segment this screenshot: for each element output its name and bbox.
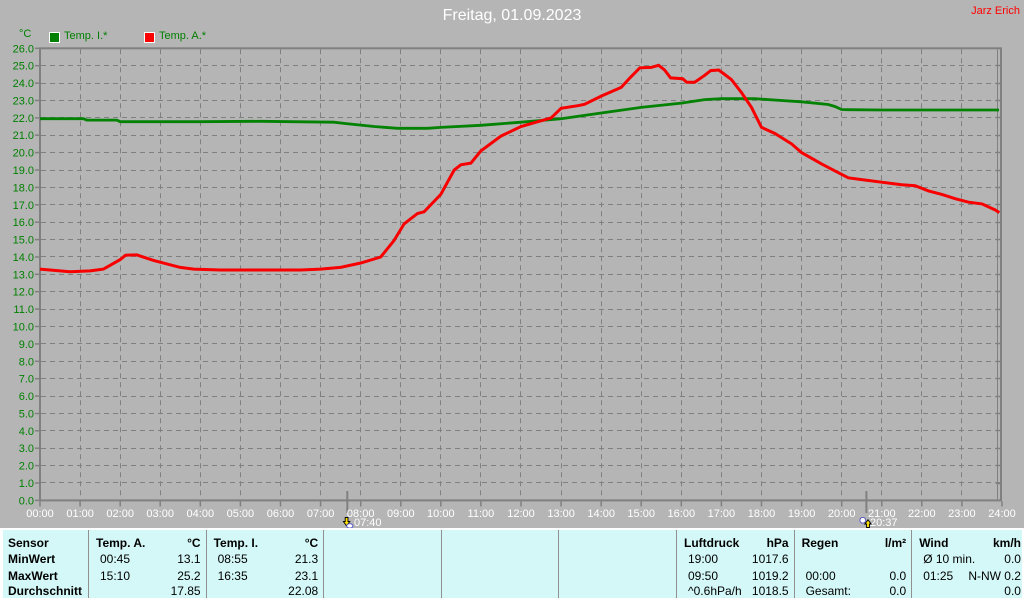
svg-text:8.0: 8.0 [19,356,34,368]
svg-text:9.0: 9.0 [19,339,34,351]
svg-text:10.0: 10.0 [13,322,34,334]
svg-text:26.0: 26.0 [13,43,34,55]
svg-text:20.0: 20.0 [13,148,34,160]
svg-text:19.0: 19.0 [13,165,34,177]
svg-text:4.0: 4.0 [19,426,34,438]
svg-text:07:40: 07:40 [354,517,382,529]
svg-text:3.0: 3.0 [19,443,34,455]
svg-text:15:00: 15:00 [627,508,655,520]
svg-text:7.0: 7.0 [19,374,34,386]
svg-text:01:00: 01:00 [66,508,94,520]
svg-text:21.0: 21.0 [13,130,34,142]
svg-text:22:00: 22:00 [908,508,936,520]
svg-text:11.0: 11.0 [13,304,34,316]
svg-text:0.0: 0.0 [19,495,34,507]
svg-text:16:00: 16:00 [668,508,696,520]
svg-text:2.0: 2.0 [19,461,34,473]
svg-text:23.0: 23.0 [13,96,34,108]
svg-text:13:00: 13:00 [547,508,575,520]
svg-text:12:00: 12:00 [507,508,535,520]
svg-text:20:37: 20:37 [870,517,898,529]
svg-text:13.0: 13.0 [13,269,34,281]
svg-text:21:00: 21:00 [868,508,896,520]
svg-text:18.0: 18.0 [13,182,34,194]
svg-text:05:00: 05:00 [227,508,255,520]
svg-text:18:00: 18:00 [748,508,776,520]
svg-text:24.0: 24.0 [13,78,34,90]
svg-text:22.0: 22.0 [13,113,34,125]
svg-text:11:00: 11:00 [468,508,495,520]
svg-text:25.0: 25.0 [13,61,34,73]
svg-text:17.0: 17.0 [13,200,34,212]
svg-text:00:00: 00:00 [26,508,54,520]
svg-text:19:00: 19:00 [788,508,816,520]
svg-text:12.0: 12.0 [13,287,34,299]
svg-text:06:00: 06:00 [267,508,295,520]
svg-text:17:00: 17:00 [708,508,736,520]
svg-text:10:00: 10:00 [427,508,455,520]
svg-text:20:00: 20:00 [828,508,856,520]
svg-text:16.0: 16.0 [13,217,34,229]
svg-text:04:00: 04:00 [187,508,215,520]
svg-text:23:00: 23:00 [948,508,976,520]
svg-text:03:00: 03:00 [146,508,174,520]
svg-text:5.0: 5.0 [19,409,34,421]
svg-text:14:00: 14:00 [587,508,615,520]
svg-text:02:00: 02:00 [106,508,134,520]
svg-text:1.0: 1.0 [19,478,34,490]
svg-text:07:00: 07:00 [307,508,335,520]
svg-text:6.0: 6.0 [19,391,34,403]
svg-text:14.0: 14.0 [13,252,34,264]
svg-text:09:00: 09:00 [387,508,415,520]
svg-text:24:00: 24:00 [988,508,1016,520]
svg-text:08:00: 08:00 [347,508,375,520]
svg-text:15.0: 15.0 [13,235,34,247]
